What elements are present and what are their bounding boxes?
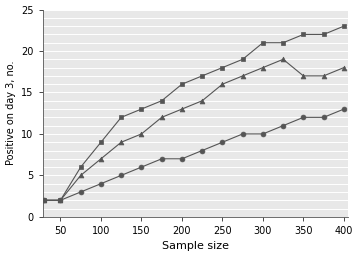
X-axis label: Sample size: Sample size: [162, 241, 229, 251]
Y-axis label: Positive on day 3, no.: Positive on day 3, no.: [5, 61, 15, 166]
